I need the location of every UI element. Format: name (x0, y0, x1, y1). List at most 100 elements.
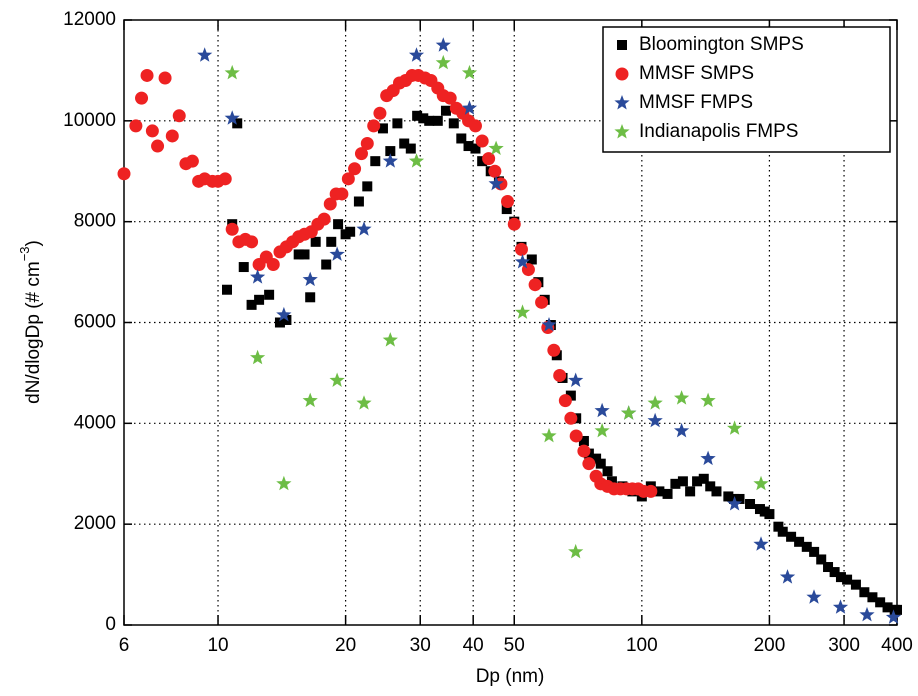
point (823, 562, 834, 573)
point (341, 172, 355, 186)
point (501, 195, 515, 208)
point (232, 118, 243, 129)
point (835, 572, 846, 583)
point (859, 587, 870, 598)
point (488, 164, 502, 178)
y-tick-label: 4000 (74, 412, 116, 433)
point (794, 536, 805, 547)
point (698, 473, 709, 484)
point (602, 466, 613, 477)
point (723, 491, 734, 502)
point (276, 475, 292, 491)
point (779, 569, 796, 584)
x-tick-label: 20 (335, 635, 356, 656)
point (568, 543, 584, 559)
point (753, 475, 769, 491)
point (692, 476, 703, 487)
point (685, 486, 696, 497)
point (321, 259, 332, 270)
point (764, 509, 775, 520)
x-tick-label: 10 (207, 635, 228, 656)
point (829, 567, 840, 578)
point (299, 249, 310, 260)
point (418, 113, 429, 124)
x-tick-label: 6 (119, 635, 130, 656)
point (185, 154, 199, 168)
point (591, 453, 602, 464)
point (424, 115, 435, 126)
point (885, 609, 902, 624)
legend-marker (614, 124, 630, 139)
point (507, 217, 521, 231)
point (816, 554, 827, 565)
legend-label: Indianapolis FMPS (639, 121, 798, 142)
point (711, 486, 722, 497)
point (606, 476, 617, 487)
point (293, 249, 304, 260)
point (705, 481, 716, 492)
point (514, 242, 528, 256)
point (408, 47, 425, 62)
point (477, 156, 488, 167)
point (326, 236, 337, 247)
x-tick-label: 100 (626, 635, 658, 656)
point (408, 153, 425, 168)
point (377, 123, 388, 134)
point (456, 133, 467, 144)
point (129, 119, 143, 133)
point (281, 314, 292, 325)
point (274, 317, 285, 328)
point (276, 306, 292, 322)
point (654, 486, 665, 497)
point (806, 589, 822, 604)
point (245, 235, 259, 249)
point (382, 332, 398, 347)
point (302, 392, 318, 408)
point (468, 119, 482, 133)
point (577, 444, 591, 458)
point (777, 526, 788, 537)
point (514, 304, 531, 319)
plot-frame (123, 19, 898, 626)
point (535, 295, 549, 309)
point (461, 100, 478, 115)
point (564, 411, 578, 425)
point (526, 254, 537, 265)
point (250, 349, 266, 365)
point (158, 71, 172, 85)
point (218, 172, 232, 186)
point (317, 212, 331, 226)
point (753, 536, 769, 551)
point (801, 541, 812, 552)
point (528, 278, 542, 292)
x-tick-label: 300 (828, 635, 860, 656)
point (727, 496, 743, 511)
point (541, 427, 557, 443)
point (514, 254, 531, 269)
point (362, 181, 373, 192)
point (333, 219, 344, 230)
y-tick-label: 8000 (74, 211, 116, 232)
point (412, 110, 423, 121)
point (373, 106, 387, 120)
point (859, 606, 875, 622)
point (541, 317, 557, 332)
point (662, 488, 673, 499)
point (356, 395, 372, 410)
point (353, 196, 364, 207)
point (448, 118, 459, 129)
point (842, 574, 853, 585)
point (882, 602, 893, 613)
point (647, 395, 663, 410)
y-tick-label: 0 (105, 614, 116, 635)
point (266, 258, 280, 272)
point (867, 592, 878, 603)
point (172, 109, 186, 123)
point (501, 204, 512, 215)
point (786, 531, 797, 542)
point (329, 246, 345, 261)
point (405, 143, 416, 154)
point (310, 236, 321, 247)
point (674, 390, 690, 405)
point (225, 222, 239, 236)
